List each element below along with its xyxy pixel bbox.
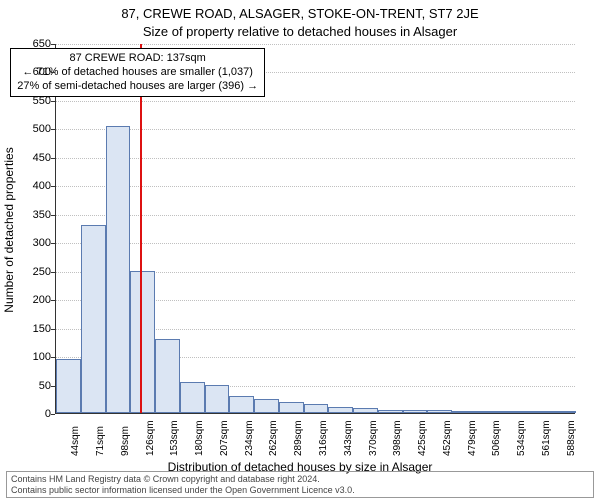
histogram-bar [81,225,106,413]
y-tick-mark [51,129,55,130]
gridline [56,129,575,130]
x-tick-label: 479sqm [467,420,478,456]
histogram-bar [526,411,551,413]
histogram-bar [328,407,353,413]
y-tick-label: 550 [11,95,51,107]
page-title-line1: 87, CREWE ROAD, ALSAGER, STOKE-ON-TRENT,… [0,6,600,21]
gridline [56,101,575,102]
x-tick-label: 588sqm [566,420,577,456]
x-tick-label: 398sqm [392,420,403,456]
y-tick-mark [51,215,55,216]
x-tick-label: 452sqm [442,420,453,456]
y-tick-mark [51,101,55,102]
histogram-bar [205,385,230,413]
x-tick-label: 316sqm [318,420,329,456]
y-tick-mark [51,158,55,159]
y-tick-label: 0 [11,408,51,420]
x-tick-label: 180sqm [194,420,205,456]
x-tick-label: 506sqm [491,420,502,456]
histogram-bar [551,411,576,413]
histogram-bar [229,396,254,413]
page-title-line2: Size of property relative to detached ho… [0,24,600,39]
x-tick-label: 425sqm [417,420,428,456]
histogram-bar [403,410,428,413]
x-tick-label: 98sqm [120,426,131,456]
gridline [56,243,575,244]
y-tick-label: 100 [11,351,51,363]
histogram-bar [130,271,155,413]
histogram-bar [378,410,403,413]
x-tick-label: 561sqm [541,420,552,456]
x-tick-label: 262sqm [268,420,279,456]
histogram-bar [155,339,180,413]
histogram-bar [106,126,131,413]
y-axis-title: Number of detached properties [2,147,16,312]
annotation-line1: 87 CREWE ROAD: 137sqm [17,52,258,66]
y-tick-mark [51,72,55,73]
histogram-bar [304,404,329,413]
y-tick-label: 500 [11,123,51,135]
gridline [56,44,575,45]
y-tick-label: 250 [11,266,51,278]
gridline [56,186,575,187]
x-tick-label: 289sqm [293,420,304,456]
x-tick-label: 234sqm [244,420,255,456]
footer-line2: Contains public sector information licen… [11,485,589,495]
y-tick-mark [51,300,55,301]
histogram-bar [254,399,279,413]
y-tick-label: 150 [11,323,51,335]
x-tick-label: 44sqm [70,426,81,456]
y-tick-mark [51,357,55,358]
footer-attribution: Contains HM Land Registry data © Crown c… [6,471,594,498]
x-tick-label: 370sqm [368,420,379,456]
annotation-line3: 27% of semi-detached houses are larger (… [17,80,258,94]
x-tick-label: 126sqm [145,420,156,456]
y-tick-mark [51,243,55,244]
y-tick-label: 600 [11,66,51,78]
histogram-bar [279,402,304,413]
y-tick-label: 450 [11,152,51,164]
x-tick-label: 207sqm [219,420,230,456]
histogram-bar [56,359,81,413]
y-tick-mark [51,272,55,273]
chart-plot-area: 87 CREWE ROAD: 137sqm← 71% of detached h… [55,44,575,414]
x-tick-label: 71sqm [95,426,106,456]
histogram-bar [477,411,502,413]
y-tick-label: 400 [11,180,51,192]
y-tick-mark [51,414,55,415]
y-tick-mark [51,186,55,187]
y-tick-mark [51,386,55,387]
histogram-bar [427,410,452,413]
histogram-bar [353,408,378,413]
histogram-bar [180,382,205,413]
reference-line [140,44,142,413]
y-tick-label: 200 [11,294,51,306]
y-tick-label: 50 [11,380,51,392]
gridline [56,215,575,216]
histogram-bar [502,411,527,413]
y-tick-label: 650 [11,38,51,50]
y-tick-mark [51,44,55,45]
gridline [56,158,575,159]
x-tick-label: 153sqm [169,420,180,456]
footer-line1: Contains HM Land Registry data © Crown c… [11,474,589,484]
x-tick-label: 343sqm [343,420,354,456]
y-tick-label: 300 [11,237,51,249]
y-tick-mark [51,329,55,330]
x-tick-label: 534sqm [516,420,527,456]
histogram-bar [452,411,477,413]
y-tick-label: 350 [11,209,51,221]
